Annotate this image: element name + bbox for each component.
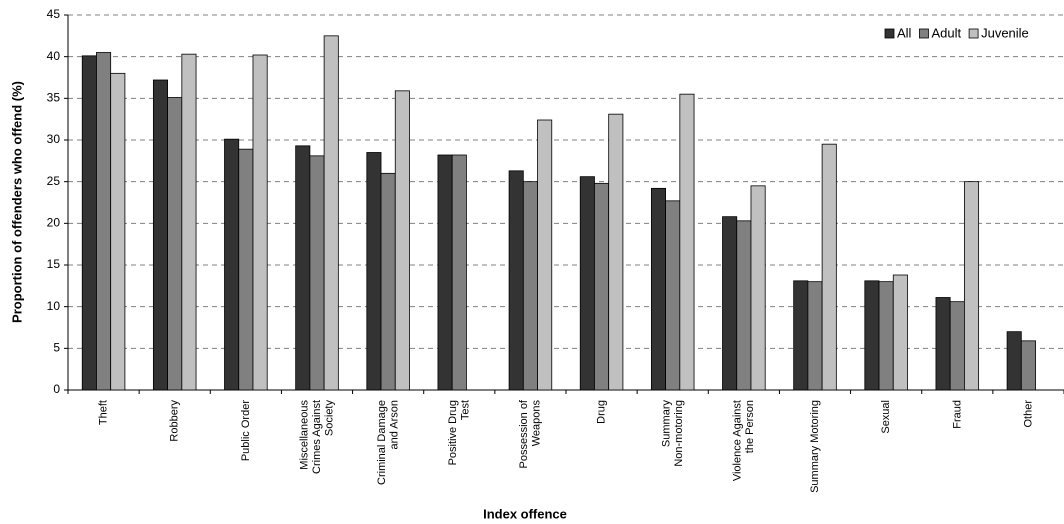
bar — [152, 79, 169, 391]
x-tick-label: Sexual — [880, 400, 892, 434]
bar — [665, 200, 681, 391]
x-tick-label: Summary Non-motoring — [660, 400, 685, 470]
bar — [522, 181, 538, 391]
bar — [750, 185, 766, 391]
bar — [650, 187, 666, 391]
x-tick-label: Other — [1022, 400, 1034, 428]
x-tick-label: Miscellaneous Crimes Against Society — [298, 400, 335, 478]
bar — [238, 148, 254, 391]
bar — [793, 280, 809, 391]
y-axis-label: Proportion of offenders who offend (%) — [9, 81, 24, 323]
bar — [167, 97, 183, 391]
bar — [295, 145, 311, 391]
bar — [181, 53, 197, 391]
bar — [594, 182, 610, 391]
bar — [323, 35, 339, 391]
y-tick-label: 35 — [47, 91, 61, 105]
bar — [380, 172, 396, 391]
bar — [81, 55, 97, 391]
legend-swatch — [919, 28, 929, 39]
x-tick-label: Fraud — [951, 400, 963, 429]
bar — [864, 280, 880, 391]
bar — [451, 154, 467, 391]
bar — [878, 281, 894, 391]
bar — [949, 301, 965, 391]
legend-label: Juvenile — [981, 25, 1029, 40]
y-tick-label: 20 — [47, 216, 61, 230]
y-tick-label: 15 — [47, 257, 61, 271]
x-tick-label: Public Order — [240, 400, 252, 461]
x-tick-label: Summary Motoring — [809, 400, 821, 493]
bar — [96, 52, 112, 391]
bar — [537, 119, 553, 391]
y-tick-label: 40 — [47, 49, 61, 63]
legend-label: All — [897, 25, 912, 40]
bar — [935, 297, 951, 391]
y-tick-label: 45 — [47, 7, 61, 21]
bar — [437, 154, 453, 391]
y-tick-label: 30 — [47, 132, 61, 146]
legend-swatch — [968, 28, 979, 39]
bar — [679, 93, 695, 391]
x-tick-label: Drug — [595, 400, 607, 424]
bar — [224, 138, 240, 391]
bar — [1006, 331, 1022, 391]
bar — [722, 216, 738, 391]
bar — [892, 274, 908, 391]
legend-label: Adult — [931, 25, 961, 40]
x-tick-label: Theft — [97, 400, 109, 425]
bar — [807, 281, 823, 391]
bar — [309, 155, 325, 391]
x-tick-label: Possession of Weapons — [518, 399, 543, 468]
bar — [736, 220, 752, 391]
bar — [608, 113, 624, 391]
bar — [508, 170, 524, 391]
y-tick-label: 5 — [53, 341, 60, 355]
y-tick-label: 10 — [47, 299, 61, 313]
x-tick-label: Robbery — [169, 400, 181, 442]
y-tick-label: 0 — [53, 382, 60, 396]
bar — [579, 176, 595, 391]
x-tick-label: Positive Drug Test — [447, 400, 472, 465]
x-tick-label: Criminal Damage and Arson — [376, 400, 401, 485]
bar — [394, 90, 410, 391]
bar — [1020, 340, 1036, 391]
bar — [964, 181, 980, 391]
legend-swatch — [884, 28, 895, 39]
bar — [366, 152, 382, 391]
y-tick-label: 25 — [47, 174, 61, 188]
bar — [821, 143, 837, 391]
bar — [252, 54, 268, 391]
bar — [110, 72, 126, 391]
x-tick-label: Violence Against the Person — [731, 400, 756, 481]
x-axis-label: Index offence — [483, 506, 567, 521]
